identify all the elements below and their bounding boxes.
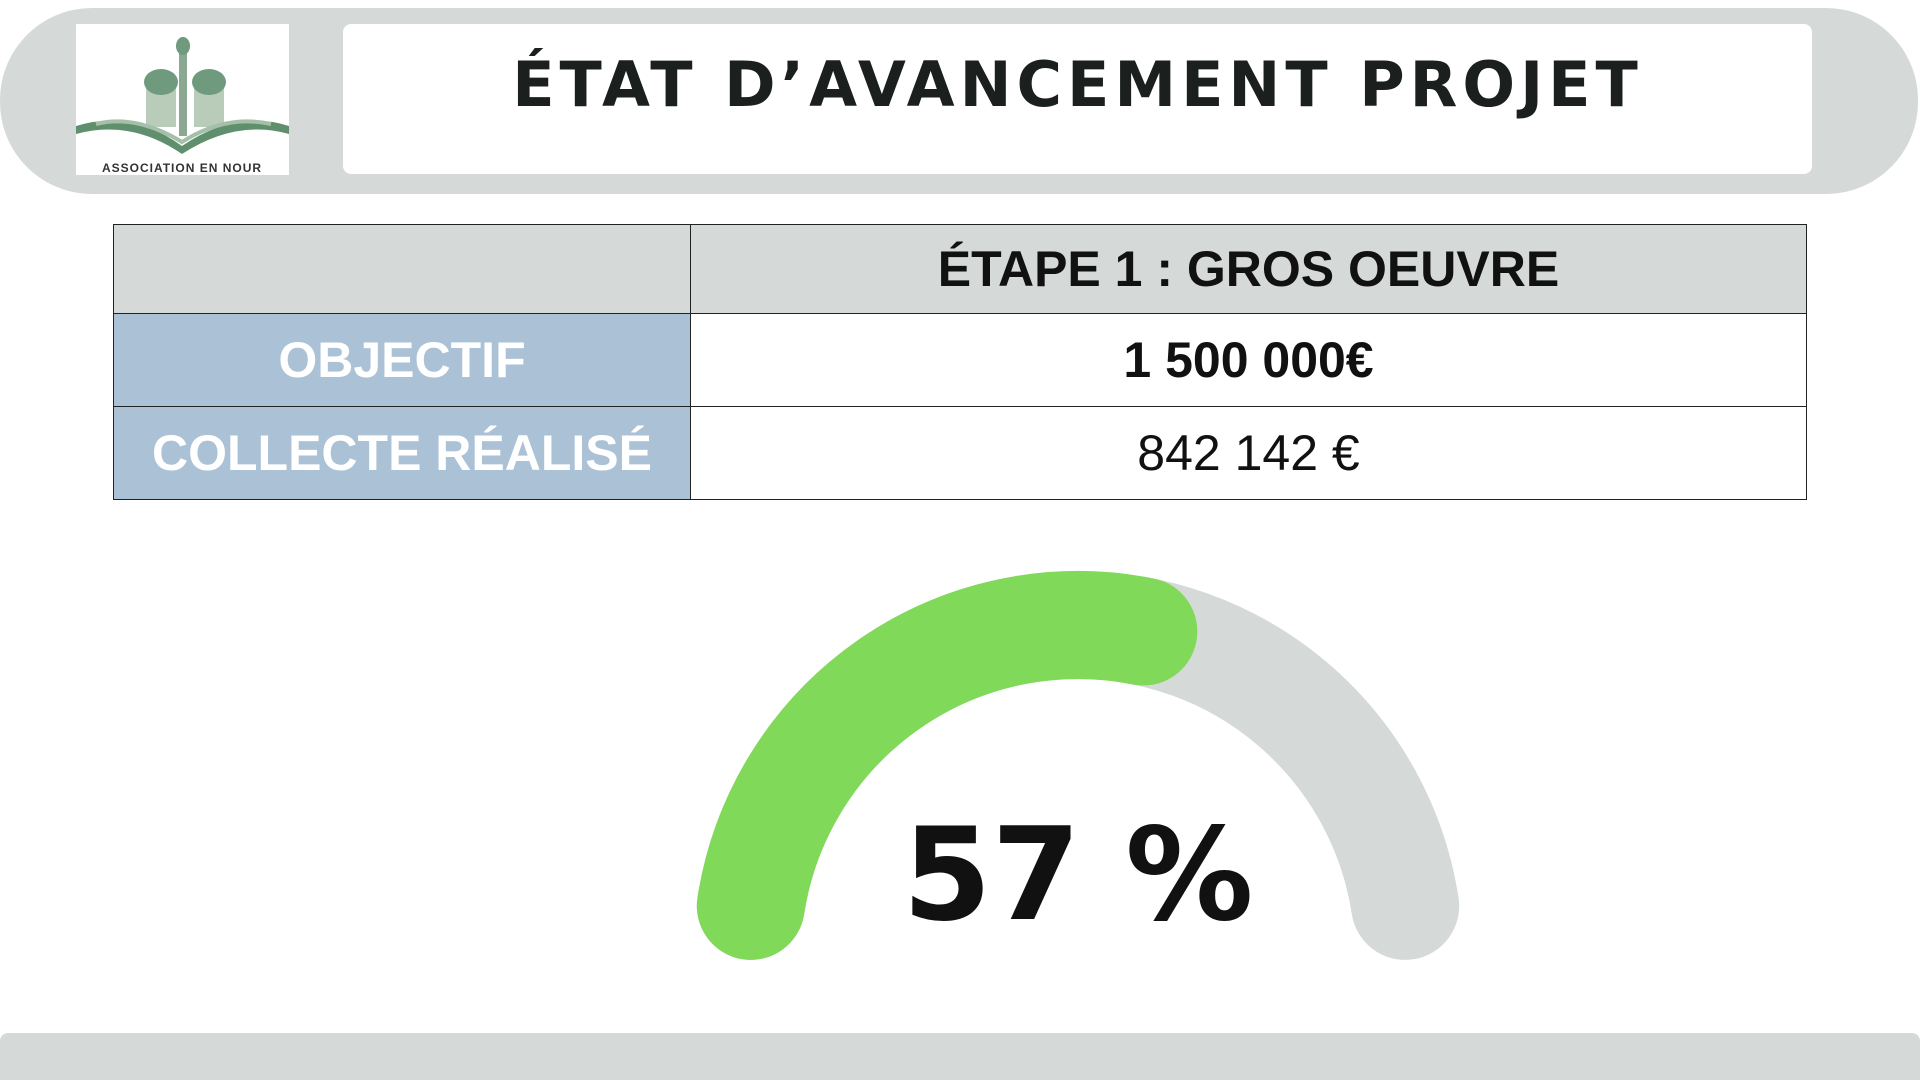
- row-label: OBJECTIF: [113, 313, 691, 407]
- logo-graphic: ASSOCIATION EN NOUR: [76, 37, 289, 175]
- gauge-label: 57 %: [903, 801, 1254, 950]
- footer-bar: [0, 1033, 1920, 1080]
- logo: ASSOCIATION EN NOUR: [76, 24, 289, 175]
- gauge-value-arc: [696, 571, 1198, 960]
- row-value: 842 142 €: [690, 406, 1807, 500]
- row-label: COLLECTE RÉALISÉ: [113, 406, 691, 500]
- page-title: ÉTAT D’AVANCEMENT PROJET: [512, 47, 1643, 121]
- table-row: COLLECTE RÉALISÉ 842 142 €: [113, 406, 1807, 500]
- progress-table: ÉTAPE 1 : GROS OEUVRE OBJECTIF 1 500 000…: [113, 224, 1807, 500]
- logo-text: ASSOCIATION EN NOUR: [102, 161, 262, 175]
- title-box: ÉTAT D’AVANCEMENT PROJET: [343, 24, 1812, 174]
- table-row: OBJECTIF 1 500 000€: [113, 313, 1807, 407]
- row-value: 1 500 000€: [690, 313, 1807, 407]
